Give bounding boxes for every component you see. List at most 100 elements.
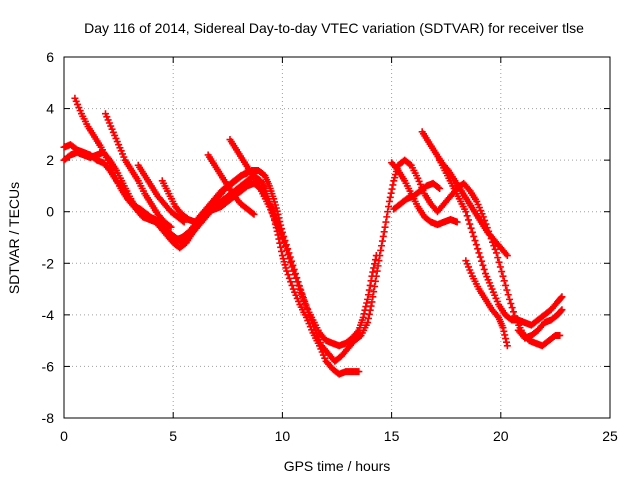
data-point <box>301 300 309 308</box>
data-point <box>288 263 296 271</box>
series-track-12 <box>390 179 444 213</box>
data-point <box>166 222 174 230</box>
data-point <box>480 265 488 273</box>
data-point <box>296 285 304 293</box>
data-point <box>288 281 296 289</box>
data-point <box>167 223 175 231</box>
data-point <box>284 251 292 259</box>
data-point <box>371 282 379 290</box>
data-point <box>474 245 482 253</box>
data-point <box>385 203 393 211</box>
data-point <box>502 281 510 289</box>
data-point <box>384 208 392 216</box>
chart-title: Day 116 of 2014, Sidereal Day-to-day VTE… <box>84 20 584 36</box>
data-point <box>368 272 376 280</box>
plot-frame <box>63 56 611 419</box>
series-track-13 <box>462 257 511 350</box>
data-point <box>287 278 295 286</box>
data-point <box>281 242 289 250</box>
data-point <box>478 257 486 265</box>
data-point <box>364 314 372 322</box>
data-point <box>475 249 483 257</box>
data-point <box>382 218 390 226</box>
series-track-3 <box>60 148 380 350</box>
data-point <box>295 281 303 289</box>
data-point <box>372 252 380 260</box>
data-point <box>363 299 371 307</box>
series-track-10 <box>436 156 566 329</box>
data-point <box>359 313 367 321</box>
data-point <box>371 260 379 268</box>
data-point <box>492 249 500 257</box>
data-point <box>506 295 514 303</box>
data-point <box>471 237 479 245</box>
data-point <box>355 368 363 376</box>
data-point <box>283 267 291 275</box>
series-track-5 <box>134 161 188 226</box>
data-point <box>479 261 487 269</box>
data-point <box>381 223 389 231</box>
data-point <box>503 286 511 294</box>
y-tick-label: 0 <box>46 204 54 220</box>
data-point <box>369 268 377 276</box>
x-tick-label: 10 <box>275 428 291 444</box>
data-point <box>498 268 506 276</box>
x-tick-label: 25 <box>602 428 618 444</box>
data-point <box>365 286 373 294</box>
y-tick-label: -4 <box>42 307 55 323</box>
data-point <box>276 239 284 247</box>
data-point <box>289 267 297 275</box>
data-point <box>556 331 564 339</box>
data-point <box>453 218 461 226</box>
data-point <box>491 245 499 253</box>
x-tick-label: 15 <box>384 428 400 444</box>
data-point <box>502 335 510 343</box>
data-point <box>370 288 378 296</box>
data-point <box>388 185 396 193</box>
data-point <box>284 271 292 279</box>
data-point <box>297 289 305 297</box>
data-point <box>378 237 386 245</box>
data-point <box>464 216 472 224</box>
data-point <box>385 197 393 205</box>
data-point <box>504 291 512 299</box>
data-point <box>436 185 444 193</box>
series-track-9 <box>418 128 511 260</box>
data-point <box>472 241 480 249</box>
series-track-6 <box>158 169 251 226</box>
data-point <box>298 292 306 300</box>
data-point <box>371 256 379 264</box>
data-point <box>300 296 308 304</box>
data-point <box>287 259 295 267</box>
y-tick-label: -2 <box>42 255 55 271</box>
data-point <box>494 254 502 262</box>
data-point <box>557 307 565 315</box>
data-point <box>389 181 397 189</box>
grid-lines <box>64 57 610 418</box>
data-point <box>383 213 391 221</box>
data-point <box>375 257 383 265</box>
data-point <box>291 271 299 279</box>
data-point <box>467 224 475 232</box>
x-tick-label: 0 <box>60 428 68 444</box>
data-point <box>368 298 376 306</box>
data-point <box>468 228 476 236</box>
data-point <box>379 232 387 240</box>
data-point <box>369 293 377 301</box>
y-tick-label: -8 <box>42 410 55 426</box>
data-point <box>387 189 395 197</box>
series-track-8 <box>226 136 286 241</box>
data-point <box>503 252 511 260</box>
data-point <box>277 243 285 251</box>
data-points <box>60 94 566 378</box>
data-point <box>462 208 470 216</box>
data-point <box>364 319 372 327</box>
data-point <box>500 327 508 335</box>
data-point <box>406 160 414 168</box>
data-point <box>285 255 293 263</box>
data-point <box>470 232 478 240</box>
data-point <box>500 277 508 285</box>
data-point <box>503 342 511 350</box>
x-tick-label: 20 <box>493 428 509 444</box>
